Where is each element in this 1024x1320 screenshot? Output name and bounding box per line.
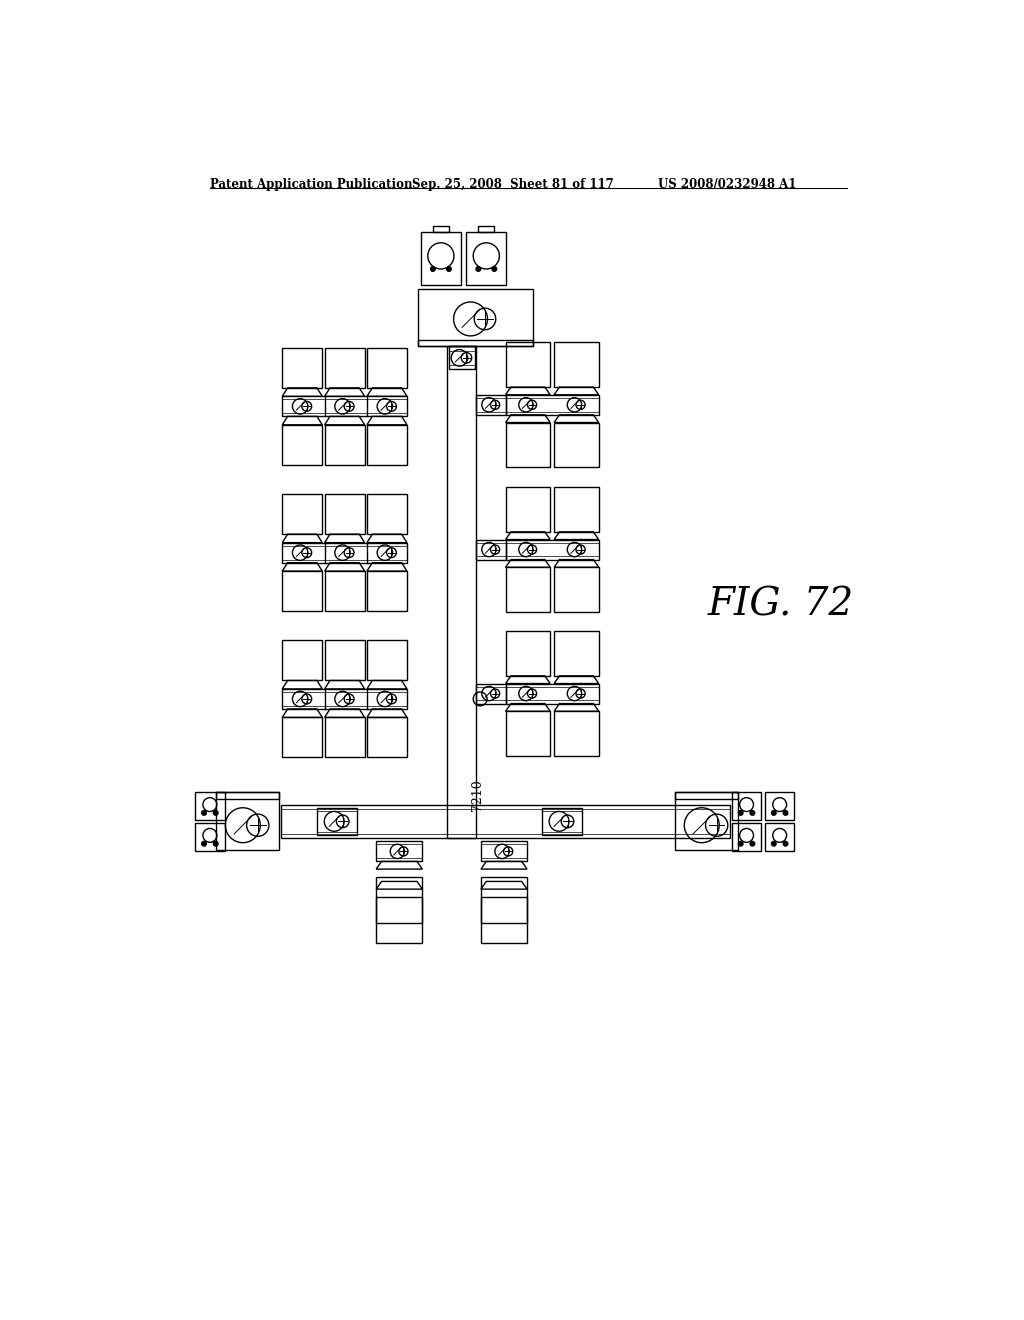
Bar: [506, 395, 599, 414]
Bar: [376, 841, 422, 862]
Bar: [506, 684, 599, 704]
Bar: [325, 718, 365, 758]
Bar: [433, 226, 449, 232]
Bar: [476, 395, 506, 414]
Circle shape: [771, 841, 776, 846]
Bar: [481, 896, 527, 942]
Circle shape: [492, 267, 497, 272]
Bar: [325, 640, 365, 681]
Bar: [325, 348, 365, 388]
Text: 7210: 7210: [471, 780, 484, 812]
Bar: [283, 543, 407, 562]
Bar: [421, 232, 461, 285]
Bar: [196, 822, 224, 850]
Bar: [367, 494, 407, 535]
Bar: [466, 232, 506, 285]
Bar: [283, 396, 407, 416]
Bar: [376, 876, 422, 923]
Bar: [554, 422, 599, 467]
Bar: [765, 822, 795, 850]
Bar: [554, 487, 599, 532]
Bar: [283, 718, 323, 758]
Bar: [216, 792, 280, 850]
Bar: [283, 494, 323, 535]
Circle shape: [738, 841, 743, 846]
Bar: [447, 346, 476, 838]
Bar: [367, 640, 407, 681]
Bar: [554, 568, 599, 612]
Bar: [554, 342, 599, 387]
Text: US 2008/0232948 A1: US 2008/0232948 A1: [658, 178, 797, 190]
Bar: [283, 640, 323, 681]
Bar: [283, 572, 323, 611]
Bar: [675, 792, 738, 850]
Bar: [506, 711, 550, 756]
Circle shape: [751, 841, 755, 846]
Bar: [325, 572, 365, 611]
Bar: [418, 289, 532, 346]
Bar: [732, 792, 761, 820]
Bar: [367, 718, 407, 758]
Bar: [283, 689, 407, 709]
Circle shape: [446, 267, 452, 272]
Bar: [506, 342, 550, 387]
Circle shape: [430, 267, 435, 272]
Bar: [367, 425, 407, 465]
Bar: [449, 346, 475, 370]
Bar: [367, 572, 407, 611]
Bar: [732, 822, 761, 850]
Bar: [506, 568, 550, 612]
Text: Sep. 25, 2008  Sheet 81 of 117: Sep. 25, 2008 Sheet 81 of 117: [412, 178, 613, 190]
Bar: [542, 808, 582, 836]
Bar: [554, 631, 599, 676]
Circle shape: [202, 841, 206, 846]
Bar: [481, 876, 527, 923]
Bar: [216, 792, 280, 799]
Bar: [325, 425, 365, 465]
Bar: [478, 226, 495, 232]
Bar: [554, 711, 599, 756]
Bar: [506, 631, 550, 676]
Bar: [283, 348, 323, 388]
Bar: [506, 540, 599, 560]
Bar: [675, 792, 738, 799]
Circle shape: [213, 810, 218, 816]
Bar: [325, 494, 365, 535]
Bar: [283, 425, 323, 465]
Circle shape: [783, 810, 787, 816]
Bar: [376, 896, 422, 942]
Circle shape: [738, 810, 743, 816]
Text: Patent Application Publication: Patent Application Publication: [210, 178, 413, 190]
Bar: [506, 487, 550, 532]
Bar: [481, 841, 527, 862]
Bar: [196, 792, 224, 820]
Bar: [476, 684, 506, 704]
Circle shape: [783, 841, 787, 846]
Bar: [281, 805, 730, 838]
Bar: [367, 348, 407, 388]
Bar: [476, 540, 506, 560]
Text: FIG. 72: FIG. 72: [708, 586, 854, 623]
Bar: [506, 422, 550, 467]
Circle shape: [771, 810, 776, 816]
Bar: [316, 808, 357, 836]
Circle shape: [476, 267, 480, 272]
Circle shape: [213, 841, 218, 846]
Circle shape: [202, 810, 206, 816]
Bar: [765, 792, 795, 820]
Bar: [418, 341, 532, 346]
Circle shape: [751, 810, 755, 816]
